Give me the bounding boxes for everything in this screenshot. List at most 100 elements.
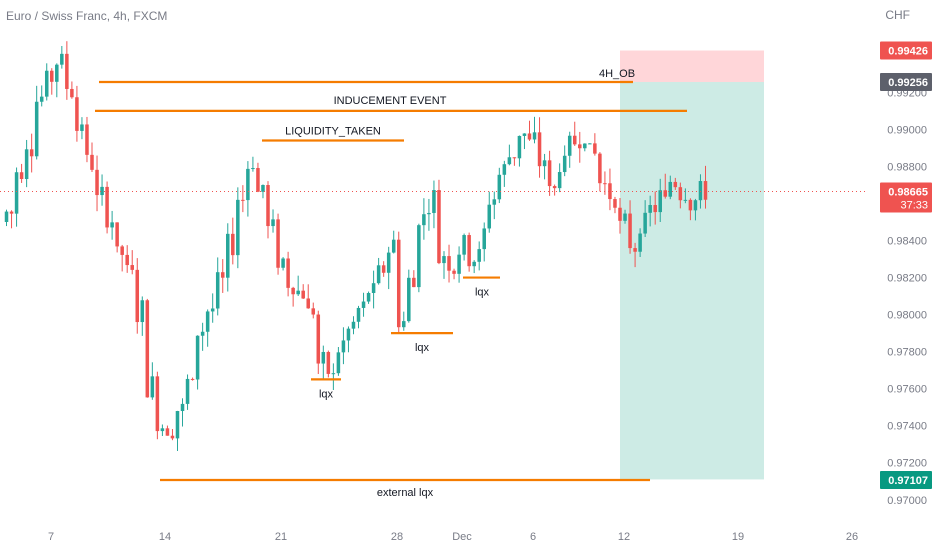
candle-body: [583, 143, 587, 149]
candle-body: [462, 235, 466, 255]
candle-body: [391, 239, 396, 253]
candle-body: [452, 270, 456, 274]
candle-body: [336, 352, 341, 374]
x-tick-label: 21: [275, 531, 287, 543]
annotation-label: LIQUIDITY_TAKEN: [285, 126, 381, 138]
candle-body: [220, 272, 225, 278]
candle-body: [537, 132, 542, 167]
candle-body: [552, 186, 557, 189]
zones-layer: [620, 50, 764, 480]
candle-body: [60, 53, 64, 65]
price-badge-label: 0.99426: [888, 46, 928, 58]
candle-body: [100, 186, 104, 196]
candle-body: [578, 144, 582, 149]
candle-body: [668, 181, 673, 197]
candle-body: [346, 328, 351, 341]
candle-body: [150, 376, 155, 398]
candle-body: [215, 272, 220, 309]
candle-body: [286, 258, 290, 288]
candle-body: [180, 403, 185, 412]
candle-body: [145, 300, 150, 398]
x-tick-label: 26: [846, 531, 858, 543]
candle-body: [567, 135, 572, 156]
price-badge: [880, 182, 932, 213]
candle-body: [442, 256, 446, 264]
candle-body: [522, 133, 527, 136]
candle-body: [341, 340, 346, 353]
price-badge: [880, 470, 932, 489]
target-zone: [620, 82, 764, 480]
candle-body: [276, 219, 280, 268]
candle-body: [562, 155, 567, 173]
candles-layer: [4, 41, 708, 451]
candle-body: [70, 88, 74, 98]
y-tick-label: 0.97600: [887, 384, 927, 396]
supply-zone: [620, 50, 764, 82]
candle-body: [34, 101, 39, 157]
candle-body: [140, 300, 145, 323]
candle-body: [487, 204, 492, 229]
candle-body: [306, 298, 310, 309]
candle-body: [175, 411, 180, 439]
candle-body: [386, 252, 391, 273]
candle-body: [190, 378, 195, 380]
candle-body: [105, 186, 109, 228]
candle-body: [502, 164, 507, 175]
candle-body: [115, 222, 119, 247]
candle-body: [643, 212, 647, 234]
candle-body: [507, 157, 512, 165]
y-tick-label: 0.98200: [887, 273, 927, 285]
candle-body: [296, 290, 300, 295]
candle-body: [356, 307, 361, 322]
candle-body: [331, 373, 336, 375]
x-tick-label: Dec: [452, 531, 472, 543]
y-tick-label: 0.97000: [887, 495, 927, 507]
candle-body: [50, 70, 54, 82]
candle-body: [532, 132, 537, 140]
candle-body: [55, 64, 59, 82]
candle-body: [160, 428, 165, 432]
candle-body: [608, 183, 612, 200]
price-badge-label: 0.98665: [888, 186, 928, 198]
candle-body: [703, 181, 708, 200]
price-badge-countdown: 37:33: [900, 199, 928, 211]
candle-body: [185, 378, 190, 404]
candle-body: [311, 308, 316, 315]
candle-body: [588, 143, 592, 145]
candle-body: [85, 124, 89, 155]
candle-body: [251, 168, 255, 170]
y-tick-label: 0.97200: [887, 458, 927, 470]
candle-body: [376, 265, 381, 284]
annotation-label: lqx: [415, 342, 430, 354]
candle-body: [698, 181, 703, 201]
y-tick-label: 0.98000: [887, 310, 927, 322]
candle-body: [366, 292, 371, 302]
candle-body: [200, 331, 205, 336]
annotation-label: INDUCEMENT EVENT: [334, 95, 447, 107]
candle-body: [427, 212, 431, 215]
y-tick-label: 0.97400: [887, 421, 927, 433]
currency-label: CHF: [885, 8, 910, 22]
candle-body: [246, 168, 250, 201]
candle-body: [527, 133, 532, 140]
candle-body: [638, 233, 642, 252]
symbol-title: Euro / Swiss Franc, 4h, FXCM: [6, 9, 168, 23]
candle-body: [4, 211, 9, 222]
candle-body: [572, 135, 577, 145]
candle-body: [437, 190, 441, 264]
candle-body: [291, 287, 295, 295]
candle-body: [80, 124, 84, 131]
x-axis-ticks: 7 14 21 28 Dec 6 12 19 26: [48, 531, 858, 543]
candle-body: [457, 254, 461, 274]
candle-body: [517, 135, 522, 159]
candle-body: [9, 211, 14, 214]
price-badge-label: 0.99256: [888, 77, 928, 89]
candle-body: [472, 261, 476, 267]
candle-body: [492, 199, 497, 205]
candle-body: [326, 351, 331, 374]
candle-body: [512, 157, 517, 159]
annotation-label: lqx: [475, 287, 490, 299]
candle-body: [653, 205, 657, 213]
